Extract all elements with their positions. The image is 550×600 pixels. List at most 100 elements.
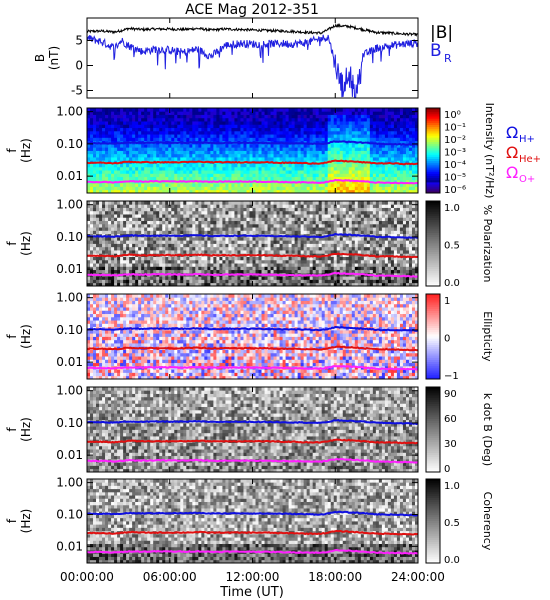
spectrogram-cell xyxy=(252,143,256,148)
spectrogram-cell xyxy=(210,263,214,267)
spectrogram-cell xyxy=(210,137,214,142)
spectrogram-cell xyxy=(261,150,265,155)
spectrogram-cell xyxy=(276,121,280,125)
spectrogram-cell xyxy=(267,207,271,212)
spectrogram-cell xyxy=(291,176,296,181)
spectrogram-cell xyxy=(396,173,401,178)
spectrogram-cell xyxy=(348,124,353,129)
spectrogram-cell xyxy=(132,117,136,122)
spectrogram-cell xyxy=(201,256,205,261)
spectrogram-cell xyxy=(354,130,359,135)
spectrogram-cell xyxy=(120,276,124,280)
spectrogram-cell xyxy=(192,230,196,235)
spectrogram-cell xyxy=(210,183,214,187)
spectrogram-cell xyxy=(165,246,169,251)
spectrogram-cell xyxy=(276,176,280,181)
spectrogram-cell xyxy=(168,176,172,181)
spectrogram-cell xyxy=(396,124,401,129)
spectrogram-cell xyxy=(105,163,109,168)
spectrogram-cell xyxy=(171,230,175,235)
spectrogram-cell xyxy=(210,236,214,241)
spectrogram-cell xyxy=(99,256,103,261)
spectrogram-cell xyxy=(189,137,193,142)
spectrogram-cell xyxy=(243,217,247,222)
spectrogram-cell xyxy=(312,130,317,135)
spectrogram-cell xyxy=(123,201,127,205)
spectrogram-cell xyxy=(249,256,253,261)
spectrogram-cell xyxy=(249,124,253,129)
spectrogram-cell xyxy=(321,186,326,191)
spectrogram-cell xyxy=(273,143,277,148)
spectrogram-cell xyxy=(249,173,253,178)
spectrogram-cell xyxy=(306,223,311,228)
spectrogram-cell xyxy=(264,243,268,248)
gyrofrequency-H-line xyxy=(87,140,419,146)
spectrogram-cell xyxy=(138,201,142,205)
spectrogram-cell xyxy=(279,269,283,274)
spectrogram-cell xyxy=(264,124,268,129)
spectrogram-cell xyxy=(171,153,175,158)
spectrogram-cell xyxy=(93,204,97,208)
spectrogram-cell xyxy=(171,166,175,171)
spectrogram-cell xyxy=(183,121,187,125)
spectrogram-cell xyxy=(153,176,157,181)
spectrogram-cell xyxy=(369,166,374,171)
spectrogram-cell xyxy=(357,166,362,171)
spectrogram-cell xyxy=(381,140,386,145)
spectrogram-cell xyxy=(399,134,404,138)
spectrogram-cell xyxy=(318,263,323,267)
spectrogram-cell xyxy=(240,134,244,138)
spectrogram-cell xyxy=(147,227,151,231)
spectrogram-cell xyxy=(165,111,169,115)
spectrogram-cell xyxy=(174,263,178,267)
spectrogram-cell xyxy=(93,176,97,181)
spectrogram-cell xyxy=(165,210,169,215)
spectrogram-cell xyxy=(240,263,244,267)
spectrogram-cell xyxy=(87,176,91,181)
spectrogram-cell xyxy=(378,173,383,178)
spectrogram-cell xyxy=(195,230,199,235)
spectrogram-cell xyxy=(174,204,178,208)
spectrogram-cell xyxy=(372,163,377,168)
spectrogram-cell xyxy=(156,134,160,138)
spectrogram-cell xyxy=(228,279,232,284)
spectrogram-cell xyxy=(372,117,377,122)
spectrogram-cell xyxy=(252,186,256,191)
spectrogram-cell xyxy=(378,108,383,112)
spectrogram-cell xyxy=(147,170,151,174)
spectrogram-cell xyxy=(261,263,265,267)
spectrogram-cell xyxy=(393,176,398,181)
spectrogram-cell xyxy=(177,170,181,174)
spectrogram-cell xyxy=(186,214,190,218)
spectrogram-cell xyxy=(306,130,311,135)
spectrogram-cell xyxy=(237,282,241,287)
spectrogram-cell xyxy=(324,170,329,174)
spectrogram-cell xyxy=(174,269,178,274)
spectrogram-cell xyxy=(159,256,163,261)
spectrogram-cell xyxy=(222,150,226,155)
colorbar-segment xyxy=(426,144,440,147)
spectrogram-cell xyxy=(111,153,115,158)
spectrogram-cell xyxy=(180,223,184,228)
spectrogram-cell xyxy=(225,157,229,161)
spectrogram-cell xyxy=(126,150,130,155)
spectrogram-cell xyxy=(363,114,368,119)
spectrogram-cell xyxy=(186,236,190,241)
spectrogram-cell xyxy=(210,210,214,215)
spectrogram-cell xyxy=(231,259,235,264)
spectrogram-cell xyxy=(399,143,404,148)
spectrogram-cell xyxy=(249,214,253,218)
spectrogram-cell xyxy=(207,220,211,225)
spectrogram-cell xyxy=(414,160,419,164)
spectrogram-cell xyxy=(243,130,247,135)
spectrogram-cell xyxy=(303,108,308,112)
spectrogram-cell xyxy=(99,246,103,251)
spectrogram-cell xyxy=(141,227,145,231)
spectrogram-cell xyxy=(306,263,311,267)
spectrogram-cell xyxy=(279,236,283,241)
spectrogram-cell xyxy=(135,173,139,178)
spectrogram-cell xyxy=(87,276,91,280)
spectrogram-cell xyxy=(336,160,341,164)
spectrogram-cell xyxy=(225,173,229,178)
spectrogram-cell xyxy=(387,124,392,129)
